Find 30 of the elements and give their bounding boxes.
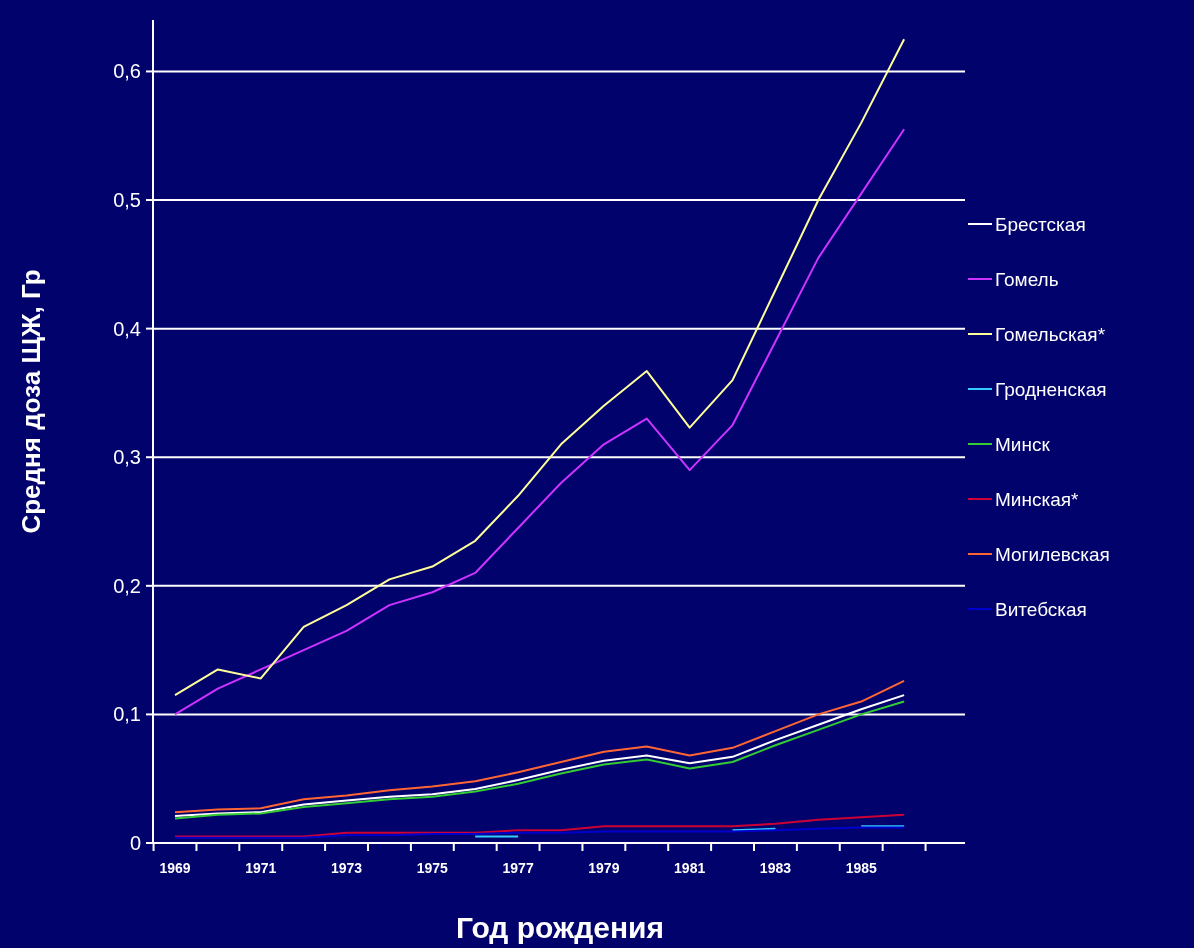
y-tick-label: 0,2 [113, 574, 141, 597]
legend-label: Минская* [995, 488, 1080, 510]
legend-label: Могилевская [995, 543, 1110, 565]
x-tick-label: 1985 [845, 860, 877, 876]
y-tick-label: 0,3 [113, 446, 141, 469]
line-series [174, 826, 906, 839]
legend-label: Витебская [995, 598, 1087, 620]
x-tick-label: 1975 [416, 860, 449, 876]
y-tick-label: 0 [129, 832, 141, 854]
x-tick-label: 1981 [674, 860, 706, 876]
legend-label: Брестская [995, 213, 1086, 235]
y-tick-label: 0,6 [113, 60, 141, 83]
x-tick-label: 1977 [502, 860, 534, 876]
legend-label: Минск [995, 433, 1051, 455]
legend-label: Гродненская [995, 378, 1107, 400]
x-axis-title: Год рождения [455, 911, 665, 944]
line-series [174, 38, 906, 697]
x-tick-label: 1973 [330, 860, 363, 876]
y-tick-label: 0,5 [113, 189, 141, 212]
y-tick-label: 0,1 [113, 703, 141, 726]
x-tick-label: 1969 [159, 860, 191, 876]
line-series [174, 813, 906, 838]
legend-label: Гомельская* [995, 323, 1106, 345]
y-axis-title: Средня доза ЩЖ, Гр [16, 269, 46, 534]
x-tick-label: 1983 [759, 860, 792, 876]
x-tick-label: 1971 [245, 860, 277, 876]
legend-label: Гомель [995, 268, 1059, 290]
y-tick-label: 0,4 [113, 317, 141, 340]
x-tick-label: 1979 [588, 860, 620, 876]
line-series [174, 128, 906, 716]
